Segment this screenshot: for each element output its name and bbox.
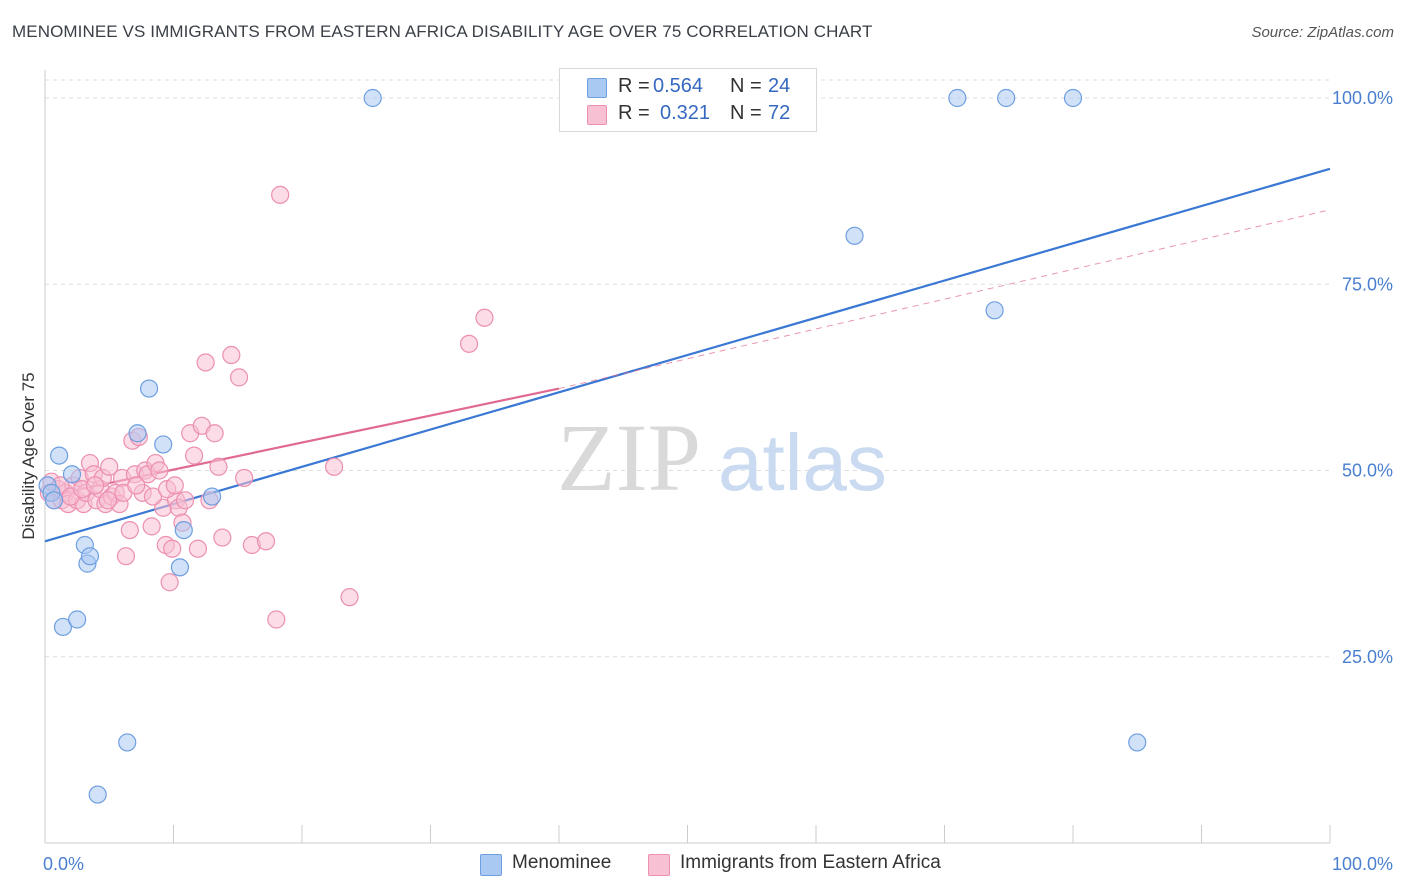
point-menominee [845,226,864,245]
legend-row-immigrants: R = 0.321 N = 72 [560,102,816,128]
point-menominee [948,88,967,108]
point-menominee [80,547,100,566]
point-menominee [1128,733,1147,752]
point-menominee [53,617,73,637]
point-immigrants [325,457,344,476]
r-value: 0.564 [653,75,704,97]
r-value: 0.321 [660,102,711,124]
correlation-legend: R = 0.564 N = 24 R = 0.321 N = 72 [559,68,817,132]
point-immigrants [209,457,228,476]
legend-swatch-menominee [480,854,502,876]
point-immigrants [213,528,232,547]
point-menominee [170,558,190,577]
r-label: R = [618,102,650,124]
point-immigrants [160,573,179,592]
point-menominee [363,88,382,108]
data-points [38,88,1147,804]
point-menominee [62,465,82,484]
trend-line [44,167,1331,543]
point-menominee [139,379,159,398]
point-immigrants [150,461,169,480]
point-immigrants [205,424,224,443]
point-immigrants [143,487,163,506]
point-immigrants [100,457,119,476]
y-tick-label: 100.0% [1332,88,1393,108]
point-menominee [202,487,222,506]
point-immigrants [116,547,136,566]
point-menominee [118,733,137,752]
watermark: ZIP atlas [557,404,887,511]
point-immigrants [86,476,105,495]
point-menominee [44,491,64,510]
point-immigrants [184,446,204,465]
y-tick-label: 75.0% [1342,274,1393,294]
series-legend: Menominee Immigrants from Eastern Africa [0,852,1406,878]
point-immigrants [165,476,184,495]
watermark-zip: ZIP [557,404,701,511]
x-tick-label: 100.0% [1332,854,1393,874]
point-menominee [997,88,1016,108]
n-label: N = [730,75,762,97]
point-menominee [1063,88,1083,108]
point-immigrants [271,185,290,204]
y-tick-label: 25.0% [1342,647,1393,667]
point-immigrants [267,610,286,629]
legend-swatch-menominee [587,78,607,98]
source-credit: Source: ZipAtlas.com [1251,24,1394,41]
legend-row-menominee: R = 0.564 N = 24 [560,75,816,101]
point-menominee [154,435,173,454]
legend-label: Menominee [512,852,612,873]
point-immigrants [459,334,479,353]
point-menominee [68,610,87,629]
point-menominee [985,301,1004,320]
point-immigrants [222,345,241,365]
point-immigrants [340,588,359,607]
legend-label: Immigrants from Eastern Africa [680,852,941,873]
point-immigrants [256,532,276,551]
watermark-atlas: atlas [718,418,887,507]
point-immigrants [120,520,139,540]
point-immigrants [98,491,118,510]
n-label: N = [730,102,762,124]
y-axis-label: Disability Age Over 75 [19,372,38,539]
chart-title: MENOMINEE VS IMMIGRANTS FROM EASTERN AFR… [12,22,873,41]
point-menominee [128,424,147,443]
tick-labels: 25.0% 50.0% 75.0% 100.0% 0.0% 100.0% [43,88,1393,874]
point-menominee [174,520,193,540]
axes [44,70,1331,844]
point-immigrants [127,476,146,495]
point-immigrants [475,308,494,327]
point-immigrants [188,539,208,558]
point-menominee [50,446,69,465]
legend-swatch-immigrants [587,105,607,125]
point-immigrants [142,517,161,536]
trend-extension [558,209,1331,390]
r-label: R = [618,75,650,97]
point-immigrants [196,353,215,372]
x-tick-label: 0.0% [43,854,84,874]
n-value: 24 [768,75,791,97]
n-value: 72 [768,102,791,124]
point-immigrants [175,491,195,510]
point-menominee [88,785,107,804]
point-immigrants [163,539,182,558]
point-immigrants [229,368,249,387]
y-tick-label: 50.0% [1342,461,1393,481]
legend-swatch-immigrants [648,854,670,876]
point-immigrants [235,468,254,488]
